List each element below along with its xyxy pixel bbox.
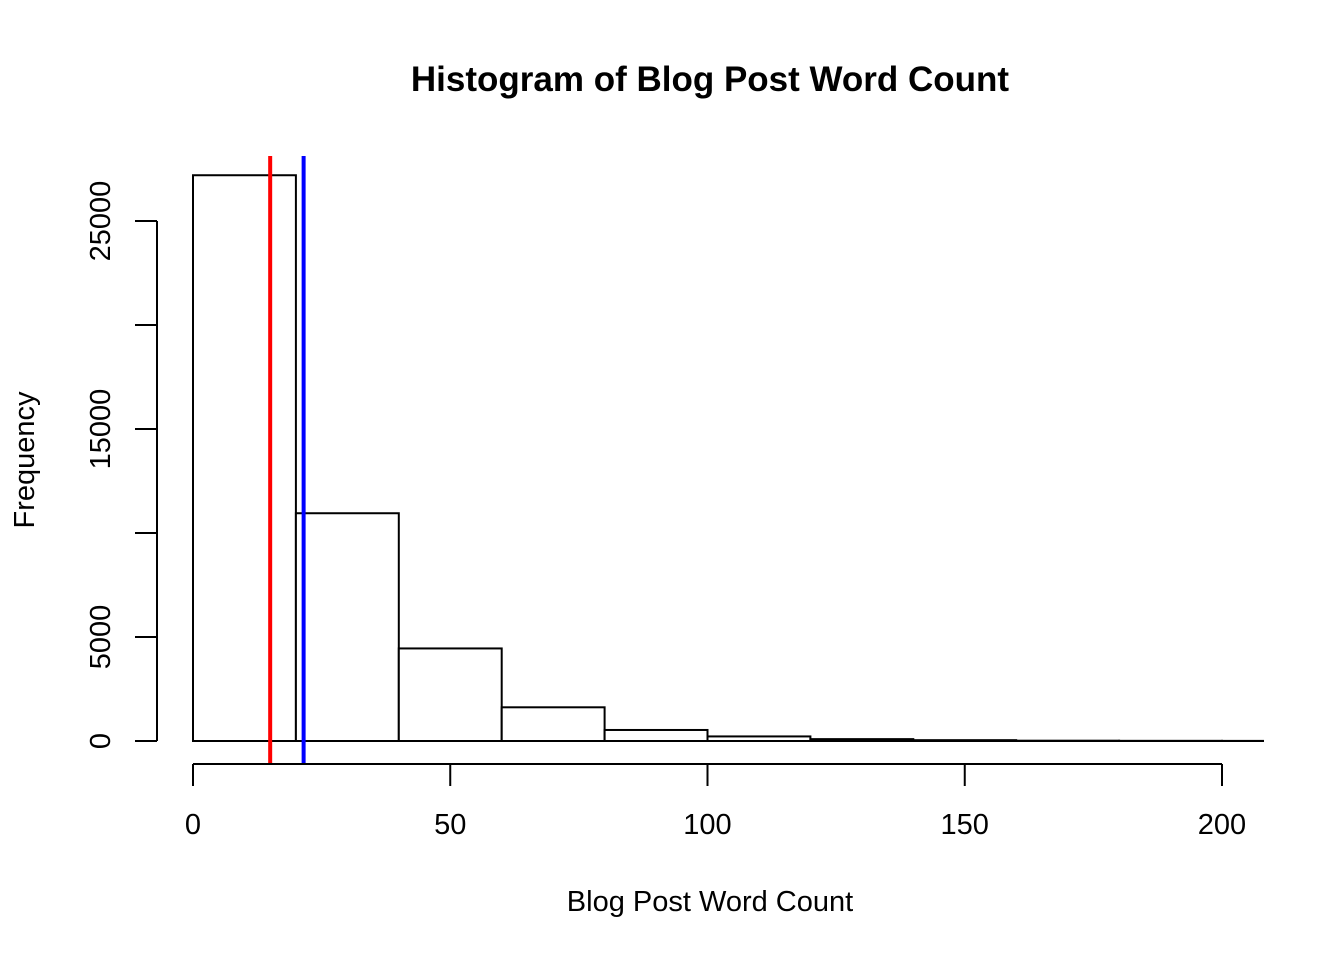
x-tick-label-3: 150	[941, 809, 989, 841]
histogram-bar-0	[192, 174, 297, 743]
histogram-bar-6	[809, 738, 915, 742]
x-axis-label: Blog Post Word Count	[567, 886, 853, 918]
histogram-bars	[192, 174, 1264, 743]
reference-lines	[268, 156, 306, 764]
y-axis: 0 5000 15000 25000	[85, 181, 158, 749]
x-tick-label-0: 0	[185, 809, 201, 841]
histogram-bar-3	[500, 706, 606, 743]
y-tick-label-3: 25000	[85, 181, 117, 262]
histogram-bar-4	[603, 728, 709, 743]
chart-title: Histogram of Blog Post Word Count	[411, 60, 1010, 99]
y-tick-label-0: 0	[85, 733, 117, 749]
histogram-bar-5	[706, 735, 812, 743]
histogram-bar-7	[912, 739, 1018, 743]
x-axis: 0 50 100 150 200	[185, 763, 1246, 841]
x-tick-label-1: 50	[434, 809, 466, 841]
x-tick-label-2: 100	[683, 809, 731, 841]
x-tick-label-4: 200	[1198, 809, 1246, 841]
y-tick-label-2: 15000	[85, 389, 117, 470]
y-tick-label-1: 5000	[85, 605, 117, 670]
histogram-bar-1	[294, 512, 400, 742]
histogram-bar-2	[397, 647, 503, 742]
y-axis-label: Frequency	[9, 391, 41, 529]
